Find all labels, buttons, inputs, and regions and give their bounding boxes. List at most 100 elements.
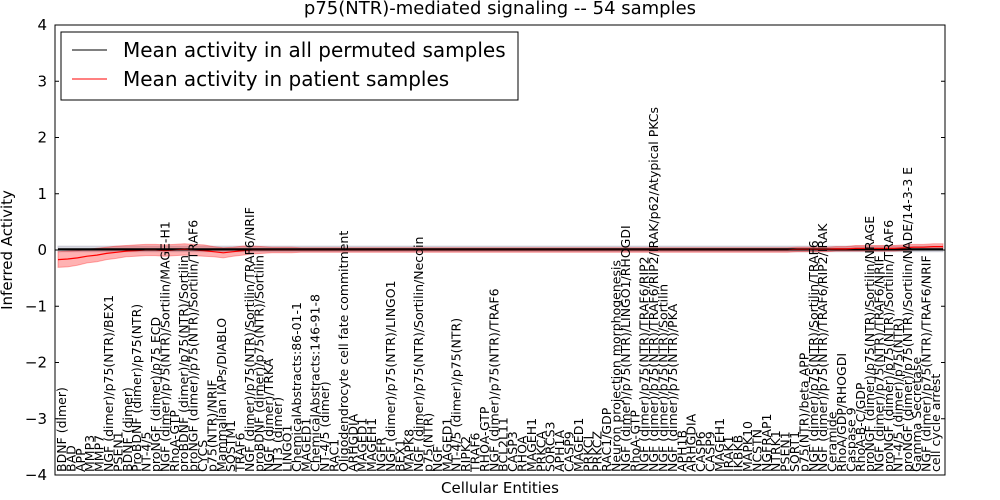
entity-label: ARHGDIA bbox=[684, 413, 699, 472]
entity-label: CASP3 bbox=[505, 431, 520, 472]
y-axis: −4 −3 −2 −1 0 1 2 3 4 bbox=[25, 16, 945, 484]
entity-label: IKBKB bbox=[731, 435, 746, 472]
entity-label: Mammalian IAPs/DIABLO bbox=[214, 318, 229, 472]
entity-label: NGF (dimer)/TRKA bbox=[261, 358, 276, 472]
entity-label: NCSTN bbox=[749, 429, 764, 472]
y-tick-label: −2 bbox=[25, 354, 47, 372]
y-tick-label: 4 bbox=[37, 16, 47, 34]
entity-label: MAGEH1 bbox=[524, 418, 539, 472]
legend-box bbox=[60, 31, 519, 101]
entity-label: TRAF6 bbox=[233, 432, 248, 473]
entity-label: ChemicalAbstracts:146-91-8 bbox=[308, 294, 323, 472]
entity-label: MAGED1 bbox=[298, 418, 313, 472]
entity-label: CYCS bbox=[195, 440, 210, 472]
entity-label: RIPK2 bbox=[458, 436, 473, 472]
entity-label: proNGF (dimer)/p75(NTR)/Sortilin/NADE/14… bbox=[900, 167, 915, 472]
y-tick-label: 1 bbox=[37, 185, 47, 203]
entity-label: SORCS3 bbox=[543, 422, 558, 472]
entity-label: SQSTM1 bbox=[223, 420, 238, 472]
entity-label: Gamma Secretase bbox=[909, 357, 924, 472]
entity-label: RhoA-GTP bbox=[627, 410, 642, 472]
entity-label: APP bbox=[73, 448, 88, 472]
y-tick-label: 0 bbox=[37, 241, 47, 259]
entity-label: NGF (dimer)/p75(NTR)/BEX1 bbox=[101, 295, 116, 472]
entity-label: NGF (dimer)/p75(NTR)/Sortilin/Necdin bbox=[411, 237, 426, 472]
entity-label: CASP9 bbox=[562, 431, 577, 472]
entity-label: cell cycle arrest bbox=[928, 374, 943, 472]
legend-label-patient: Mean activity in patient samples bbox=[123, 67, 449, 91]
entity-label: NGF (dimer)/p75(NTR)/Sortilin/TRAF6/NRIF bbox=[242, 207, 257, 472]
entity-label: Oligodendrocyte cell fate commitment bbox=[336, 231, 351, 472]
y-tick-label: −3 bbox=[25, 410, 47, 428]
entity-label: CASP6 bbox=[693, 431, 708, 472]
y-tick-label: −1 bbox=[25, 297, 47, 315]
entity-label: RHOA-GTP bbox=[477, 406, 492, 472]
entity-label: ProBDNF (dimer)/p75(NTR) bbox=[129, 304, 144, 472]
entity-label: PRKCZ bbox=[590, 431, 605, 472]
entity-label: RhoA/GDP/RHOGDI bbox=[834, 353, 849, 472]
entity-label: CASP9 bbox=[703, 431, 718, 472]
entity-label: BDNF (dimer) bbox=[120, 387, 135, 472]
entity-label: NGFRAP1 bbox=[759, 414, 774, 472]
entity-label: MMP3 bbox=[82, 435, 97, 472]
y-tick-label: 2 bbox=[37, 129, 47, 147]
entity-label: BEX1 bbox=[392, 439, 407, 472]
entity-label: SORT1 bbox=[787, 431, 802, 472]
entity-label: Caspase 9 bbox=[843, 407, 858, 472]
entity-label: MMP7 bbox=[92, 435, 107, 472]
entity-label: BAD bbox=[63, 445, 78, 472]
entity-label: NGF (dimer)/p75(NTR)/LINGO1 bbox=[383, 280, 398, 472]
entity-label: p75(NTR) bbox=[421, 413, 436, 472]
entity-label: NGF (dimer)/p75(NTR)/Sortilin/TRAF6 bbox=[806, 240, 821, 472]
entity-label: RAC1 bbox=[327, 439, 342, 472]
entity-label: PRKCI bbox=[580, 436, 595, 472]
entity-label: p75(NTR)/NRIF bbox=[204, 380, 219, 472]
entity-label: NGFR bbox=[374, 437, 389, 472]
entity-label: ARHGDIA bbox=[345, 413, 360, 472]
entity-label: BDNF (dimer) bbox=[54, 387, 69, 472]
entity-label: ChemicalAbstracts:86-01-1 bbox=[289, 302, 304, 472]
entity-label: NT-4/5 (dimer)/p75(NTR) bbox=[449, 318, 464, 472]
entity-label: proNGF (dimer)/p75(NTR)/Sortilin/TRAF6 bbox=[881, 220, 896, 472]
entity-label: proNGF (dimer)/p75(NTR)/Sortilin/NRAGE bbox=[862, 216, 877, 472]
entity-label: MAPK8 bbox=[402, 429, 417, 472]
entity-label: proBDNF (dimer)/p75(NTR)/Sortilin bbox=[176, 255, 191, 472]
entity-label: proNGF (dimer)/p75 ECD bbox=[148, 317, 163, 472]
entity-label: NGF (dimer)/p75(NTR)/TRAF6/NRIF bbox=[919, 255, 934, 472]
entity-label: NT3 (dimer) bbox=[270, 397, 285, 472]
entity-label: NGF (dimer)/p75(NTR)/Sortilin bbox=[656, 284, 671, 472]
entity-label: APH1A bbox=[552, 430, 567, 472]
entity-label: NGF (dimer)/p75(NTR)/TRAF6/NRIF bbox=[872, 255, 887, 472]
entity-label: NT-4/5 bbox=[139, 432, 154, 472]
legend-label-permuted: Mean activity in all permuted samples bbox=[123, 38, 506, 62]
entity-label: PSEN1 bbox=[110, 431, 125, 472]
entity-label: proNGF (dimer)/p75(NTR)/Sortilin/TRAF6 bbox=[186, 220, 201, 472]
entity-label: IRAK1 bbox=[721, 435, 736, 472]
entity-label: p75(NTR)/beta APP bbox=[796, 352, 811, 472]
entity-label: NGF (dimer)/p75(NTR)/LINGO1/RHOGDI bbox=[618, 225, 633, 472]
entity-label: NTRK1 bbox=[768, 430, 783, 472]
entity-label: NGF (dimer)/p75(NTR)/TRAF6 bbox=[486, 288, 501, 472]
entity-label: proBDNF (dimer)/p75(NTR)/Sortilin bbox=[251, 255, 266, 472]
entity-label: RhoA-GTP bbox=[167, 410, 182, 472]
entity-label: RHOA bbox=[515, 435, 530, 472]
entity-label: APH1B bbox=[674, 430, 689, 472]
y-axis-label: Inferred Activity bbox=[0, 190, 16, 310]
y-tick-label: −4 bbox=[25, 466, 47, 484]
y-tick-label: 3 bbox=[37, 72, 47, 90]
entity-label: NGF (dimer)/p75(NTR)/TRAF6/RIP2/IRAK/p62… bbox=[646, 107, 661, 472]
entity-label: TRAF6 bbox=[468, 432, 483, 473]
chart-title: p75(NTR)-mediated signaling -- 54 sample… bbox=[304, 0, 696, 19]
entity-label: LINGO1 bbox=[280, 425, 295, 472]
entity-label: MAGED1 bbox=[355, 418, 370, 472]
entity-label: MAGEH1 bbox=[712, 418, 727, 472]
entity-label: RAC1/GDP bbox=[599, 407, 614, 472]
entity-label: MAGED1 bbox=[571, 418, 586, 472]
entity-label: NGF (dimer)/p75(NTR)/TRAF6/RIP2/IRAK bbox=[815, 223, 830, 472]
entity-label: PRKCA bbox=[533, 431, 548, 472]
entity-label: NT-4/5 (dimer) bbox=[317, 381, 332, 472]
entity-label: NGF (dimer)/p75(NTR)/PKA bbox=[665, 303, 680, 472]
entity-label: BCL2L11 bbox=[496, 417, 511, 472]
